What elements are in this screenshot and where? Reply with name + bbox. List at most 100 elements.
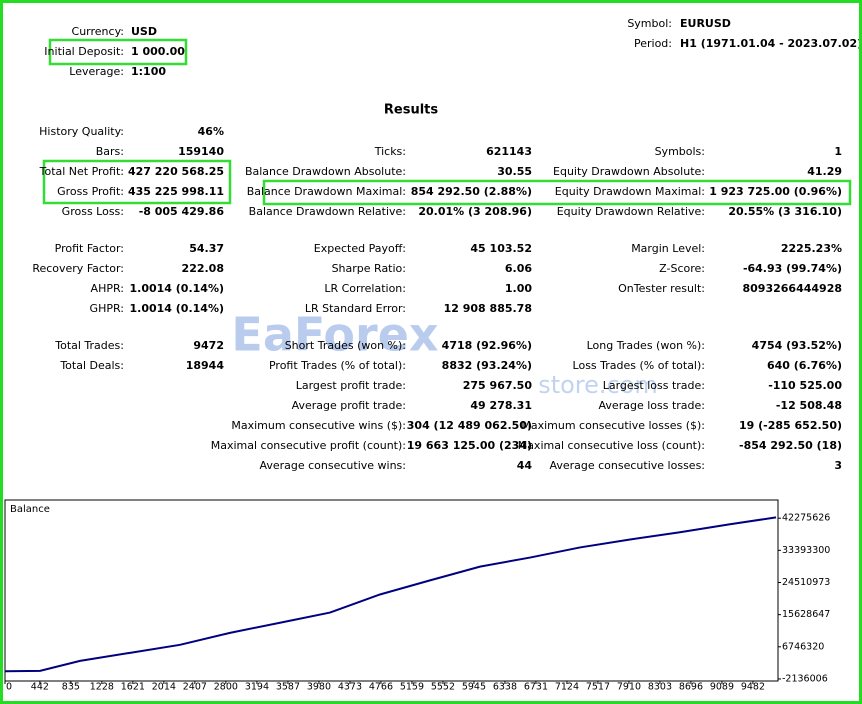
field-label: Balance Drawdown Relative: <box>249 205 406 218</box>
x-tick-label: 5552 <box>431 682 455 693</box>
field-label: Symbols: <box>655 145 705 158</box>
field-label: Equity Drawdown Absolute: <box>553 165 705 178</box>
field-label: Expected Payoff: <box>314 242 406 255</box>
field-value: 18944 <box>186 359 225 372</box>
field-value: 44 <box>517 459 533 472</box>
balance-line <box>4 516 777 673</box>
field-label: Period: <box>634 37 672 50</box>
x-tick-label: 835 <box>62 682 80 693</box>
field-value: 1 923 725.00 (0.96%) <box>709 185 842 198</box>
field-label: Bars: <box>96 145 124 158</box>
field-value: 1 000.00 <box>131 45 185 58</box>
field-label: Recovery Factor: <box>32 262 124 275</box>
field-label: Largest profit trade: <box>296 379 406 392</box>
x-tick-label: 2800 <box>214 682 238 693</box>
field-label: Currency: <box>72 25 124 38</box>
field-value: 19 (-285 652.50) <box>739 419 842 432</box>
field-value: EURUSD <box>680 17 731 30</box>
field-value: 159140 <box>178 145 224 158</box>
field-value: 4754 (93.52%) <box>752 339 842 352</box>
field-value: 20.55% (3 316.10) <box>728 205 842 218</box>
field-label: Total Trades: <box>54 339 124 352</box>
field-label: Total Deals: <box>59 359 124 372</box>
field-label: Gross Profit: <box>57 185 124 198</box>
highlight-box <box>48 38 188 66</box>
highlight-box <box>42 159 232 205</box>
field-value: -12 508.48 <box>776 399 842 412</box>
field-label: Largest loss trade: <box>603 379 705 392</box>
chart-title: Balance <box>10 504 50 515</box>
field-value: 854 292.50 (2.88%) <box>411 185 532 198</box>
x-tick-label: 7517 <box>586 682 610 693</box>
field-value: -8 005 429.86 <box>139 205 225 218</box>
x-tick-label: 4373 <box>338 682 362 693</box>
x-tick-label: 1621 <box>121 682 145 693</box>
field-label: Short Trades (won %): <box>285 339 406 352</box>
field-value: 621143 <box>486 145 532 158</box>
field-label: AHPR: <box>91 282 124 295</box>
highlight-box <box>262 179 852 206</box>
field-label: Maximal consecutive profit (count): <box>211 439 406 452</box>
field-label: Profit Factor: <box>55 242 124 255</box>
field-value: 222.08 <box>182 262 224 275</box>
x-tick-label: 1228 <box>90 682 114 693</box>
field-label: Initial Deposit: <box>44 45 124 58</box>
y-tick-label: 6746320 <box>782 641 824 652</box>
x-tick-label: 3587 <box>276 682 300 693</box>
x-tick-label: 3194 <box>245 682 269 693</box>
field-label: Leverage: <box>69 65 124 78</box>
field-label: Sharpe Ratio: <box>332 262 406 275</box>
field-value: 45 103.52 <box>470 242 532 255</box>
field-label: Profit Trades (% of total): <box>269 359 406 372</box>
field-label: Symbol: <box>627 17 672 30</box>
y-tick-label: 15628647 <box>782 609 830 620</box>
field-label: Balance Drawdown Absolute: <box>245 165 406 178</box>
field-label: Long Trades (won %): <box>587 339 705 352</box>
field-value: 8093266444928 <box>743 282 843 295</box>
field-label: GHPR: <box>90 302 124 315</box>
field-label: Margin Level: <box>631 242 705 255</box>
x-tick-label: 9089 <box>710 682 734 693</box>
x-tick-label: 8303 <box>648 682 672 693</box>
field-value: H1 (1971.01.04 - 2023.07.02) <box>680 37 862 50</box>
watermark-domain: store.com <box>538 371 658 399</box>
field-value: 46% <box>198 125 224 138</box>
x-tick-label: 9482 <box>741 682 765 693</box>
field-value: 49 278.31 <box>470 399 532 412</box>
x-tick-label: 442 <box>31 682 49 693</box>
field-label: Maximal consecutive loss (count): <box>518 439 705 452</box>
field-value: 1.00 <box>505 282 532 295</box>
watermark-brand: EaForex <box>231 308 438 362</box>
field-value: -110 525.00 <box>768 379 842 392</box>
field-value: 20.01% (3 208.96) <box>418 205 532 218</box>
field-value: 3 <box>834 459 842 472</box>
field-value: 1.0014 (0.14%) <box>130 302 225 315</box>
field-value: 435 225 998.11 <box>128 185 224 198</box>
field-value: 19 663 125.00 (234) <box>407 439 532 452</box>
field-label: Equity Drawdown Maximal: <box>555 185 705 198</box>
x-tick-label: 4766 <box>369 682 393 693</box>
field-label: OnTester result: <box>618 282 705 295</box>
x-tick-label: 0 <box>6 682 12 693</box>
field-value: 41.29 <box>807 165 842 178</box>
x-tick-label: 7124 <box>555 682 579 693</box>
x-tick-label: 6731 <box>524 682 548 693</box>
field-value: 1.0014 (0.14%) <box>130 282 225 295</box>
field-value: 304 (12 489 062.50) <box>407 419 532 432</box>
field-value: 427 220 568.25 <box>128 165 224 178</box>
field-value: 2225.23% <box>781 242 842 255</box>
y-tick-label: 33393300 <box>782 545 830 556</box>
y-tick-label: 24510973 <box>782 577 830 588</box>
field-value: 275 967.50 <box>463 379 533 392</box>
field-value: 12 908 885.78 <box>444 302 532 315</box>
x-tick-label: 2014 <box>152 682 176 693</box>
field-label: Average loss trade: <box>599 399 705 412</box>
field-label: LR Correlation: <box>324 282 406 295</box>
field-label: Total Net Profit: <box>39 165 124 178</box>
y-tick-label: 42275626 <box>782 513 830 524</box>
field-label: Maximum consecutive wins ($): <box>231 419 406 432</box>
field-label: Ticks: <box>374 145 406 158</box>
field-label: LR Standard Error: <box>305 302 406 315</box>
field-value: 1 <box>834 145 842 158</box>
